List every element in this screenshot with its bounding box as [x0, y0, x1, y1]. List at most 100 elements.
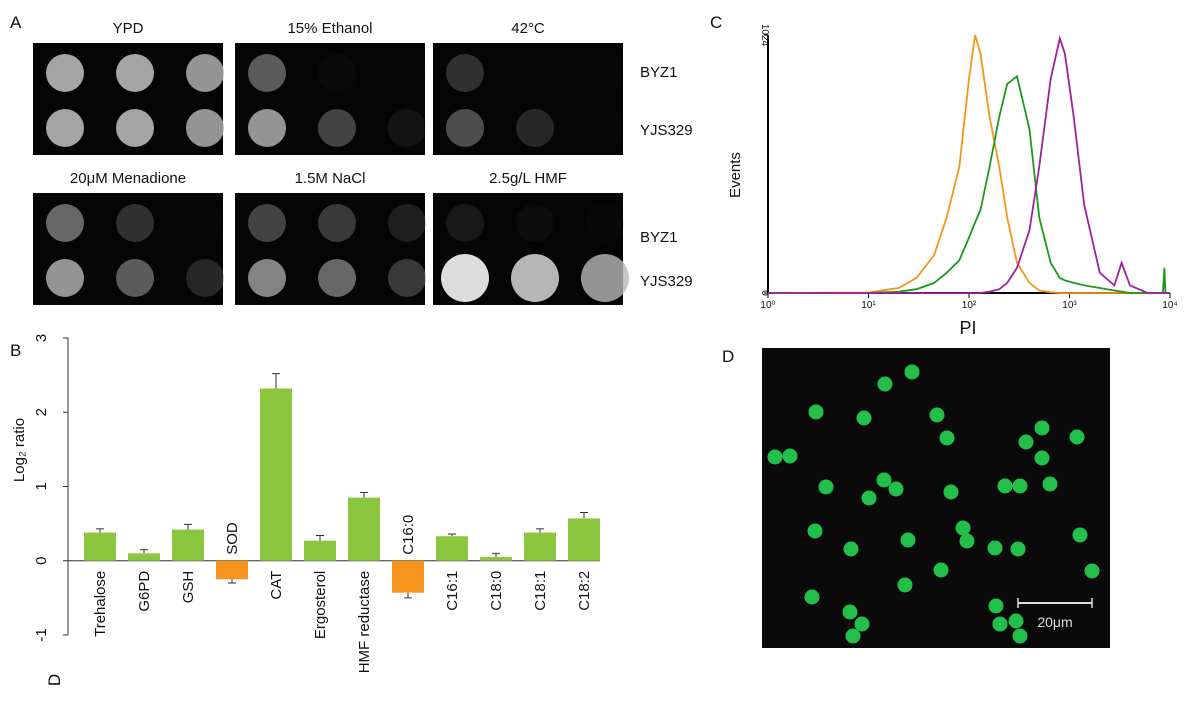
cell — [904, 364, 920, 380]
colony-spot — [441, 254, 489, 302]
y-tick-label: 0 — [759, 290, 770, 296]
category-label: SOD — [224, 522, 241, 555]
strain-label: BYZ1 — [640, 229, 678, 246]
colony-spot — [116, 204, 154, 242]
cell — [1072, 527, 1088, 543]
colony-spot — [186, 109, 224, 147]
y-axis-label: Log₂ ratio — [11, 418, 28, 482]
colony-spot — [186, 54, 224, 92]
panel-letter: D — [722, 347, 734, 366]
cell — [959, 533, 975, 549]
colony-spot — [46, 54, 84, 92]
bar — [348, 497, 380, 561]
y-tick-label: 2 — [33, 408, 50, 416]
cell — [955, 520, 971, 536]
panel-letter: A — [10, 13, 22, 32]
cell — [782, 448, 798, 464]
cell — [1018, 434, 1034, 450]
cell — [767, 449, 783, 465]
cell — [856, 410, 872, 426]
cells — [767, 364, 1100, 644]
cell — [861, 490, 877, 506]
panel-letter: D — [45, 674, 64, 686]
bar — [480, 557, 512, 561]
strain-label: YJS329 — [640, 122, 693, 139]
colony-spot — [388, 204, 426, 242]
y-tick-label: 1 — [33, 482, 50, 490]
cell — [943, 484, 959, 500]
cell — [900, 532, 916, 548]
colony-spot — [186, 259, 224, 297]
bar — [260, 388, 292, 561]
cell — [842, 604, 858, 620]
cell — [843, 541, 859, 557]
colony-spot — [446, 204, 484, 242]
colony-spot — [318, 109, 356, 147]
category-label: Ergosterol — [312, 571, 329, 639]
cell — [992, 616, 1008, 632]
category-label: C18:1 — [532, 571, 549, 611]
cell — [854, 616, 870, 632]
x-tick-label: 10⁰ — [760, 300, 775, 311]
bar — [172, 529, 204, 561]
colony-spot — [388, 259, 426, 297]
category-label: G6PD — [136, 571, 153, 612]
micrograph — [762, 348, 1110, 648]
colony-spot — [388, 54, 426, 92]
colony-spot — [248, 204, 286, 242]
colony-spot — [116, 109, 154, 147]
y-tick-label: 1024 — [759, 24, 770, 47]
colony-spot — [46, 109, 84, 147]
colony-spot — [46, 204, 84, 242]
category-label: C18:2 — [576, 571, 593, 611]
condition-label: 42°C — [511, 20, 545, 37]
cell — [987, 540, 1003, 556]
colony-spot — [186, 204, 224, 242]
y-tick-label: -1 — [33, 628, 50, 641]
cell — [1012, 478, 1028, 494]
cell — [988, 598, 1004, 614]
bar — [436, 536, 468, 561]
cell — [897, 577, 913, 593]
colony-spot — [318, 259, 356, 297]
y-axis-label: Events — [727, 152, 744, 198]
colony-spot — [248, 109, 286, 147]
colony-spot — [318, 54, 356, 92]
colony-spot — [516, 204, 554, 242]
bar — [216, 560, 248, 580]
cell — [1084, 563, 1100, 579]
bar — [524, 532, 556, 561]
colony-spot — [388, 109, 426, 147]
x-tick-label: 10³ — [1062, 300, 1077, 311]
histogram-line — [768, 74, 1170, 294]
cell — [1034, 450, 1050, 466]
colony-spot — [581, 254, 629, 302]
colony-spot — [511, 254, 559, 302]
condition-label: 2.5g/L HMF — [489, 170, 567, 187]
panel-letter: B — [10, 341, 21, 360]
cell — [1034, 420, 1050, 436]
cell — [1012, 628, 1028, 644]
cell — [807, 523, 823, 539]
cell — [1008, 613, 1024, 629]
bar — [568, 518, 600, 561]
category-label: CAT — [268, 571, 285, 600]
x-tick-label: 10¹ — [861, 300, 876, 311]
colony-spot — [248, 259, 286, 297]
cell — [845, 628, 861, 644]
category-label: C16:0 — [400, 515, 417, 555]
x-tick-label: 10² — [962, 300, 977, 311]
category-label: HMF reductase — [356, 571, 373, 674]
category-label: GSH — [180, 571, 197, 604]
cell — [1069, 429, 1085, 445]
colony-spot — [586, 109, 624, 147]
cell — [877, 376, 893, 392]
bar — [84, 532, 116, 561]
strain-label: BYZ1 — [640, 64, 678, 81]
cell — [933, 562, 949, 578]
cell — [929, 407, 945, 423]
histogram-line — [767, 34, 1170, 294]
colony-spot — [516, 54, 554, 92]
scale-label: 20μm — [1037, 614, 1072, 630]
